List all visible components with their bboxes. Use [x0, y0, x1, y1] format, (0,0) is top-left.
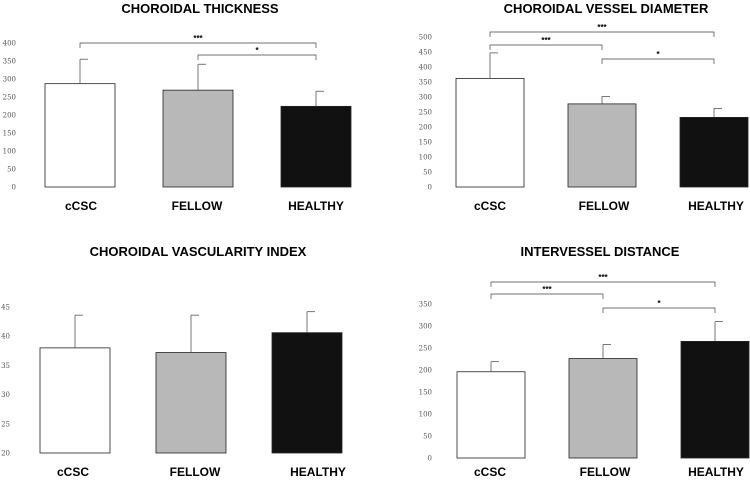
y-tick-label: 450: [419, 49, 432, 57]
significance-bracket: [489, 44, 603, 50]
y-tick-label: 200: [419, 367, 432, 375]
significance-label: ***: [598, 273, 608, 282]
y-tick-label: 50: [423, 433, 432, 441]
chart-title: CHOROIDAL THICKNESS: [121, 1, 279, 16]
panel-intervessel-distance: INTERVESSEL DISTANCE 0 50 100 150 200 250 300 3…: [419, 244, 750, 479]
significance-label: *: [656, 50, 660, 59]
y-tick-label: 300: [419, 323, 432, 331]
bar: [679, 117, 749, 188]
significance-bracket: [197, 54, 317, 60]
y-tick-label: 400: [419, 64, 432, 72]
y-tick-label: 40: [1, 333, 10, 341]
bar: [456, 371, 526, 459]
y-tick-label: 45: [1, 304, 10, 312]
y-tick-label: 300: [419, 94, 432, 102]
significance-label: ***: [541, 36, 551, 45]
bar: [155, 352, 227, 454]
significance-label: ***: [542, 285, 552, 294]
y-tick-label: 350: [3, 58, 16, 66]
significance-bracket: [602, 307, 716, 313]
panel-choroidal-thickness: CHOROIDAL THICKNESS 0 50 100 150 200 250 300 35…: [3, 1, 352, 213]
category-label: FELLOW: [172, 199, 223, 213]
category-label: FELLOW: [170, 465, 221, 479]
panel-choroidal-vascularity-index: CHOROIDAL VASCULARITY INDEX 20 25 30 35 40 45…: [1, 244, 346, 479]
category-label: HEALTHY: [288, 199, 344, 213]
bar: [568, 358, 638, 459]
chart-title: CHOROIDAL VESSEL DIAMETER: [504, 1, 709, 16]
bar: [567, 103, 637, 188]
bar: [271, 332, 343, 454]
y-tick-label: 150: [419, 139, 432, 147]
y-tick-label: 0: [428, 184, 432, 192]
chart-title: CHOROIDAL VASCULARITY INDEX: [90, 244, 307, 259]
y-tick-label: 350: [419, 301, 432, 309]
y-tick-label: 300: [3, 76, 16, 84]
category-label: FELLOW: [580, 465, 631, 479]
significance-bracket: [490, 293, 604, 299]
category-label: HEALTHY: [290, 465, 346, 479]
y-tick-label: 30: [1, 391, 10, 399]
y-tick-label: 350: [419, 79, 432, 87]
y-tick-label: 35: [1, 362, 10, 370]
y-tick-label: 200: [419, 124, 432, 132]
category-label: cCSC: [474, 465, 506, 479]
y-tick-label: 0: [12, 184, 16, 192]
y-tick-label: 100: [419, 154, 432, 162]
category-label: cCSC: [57, 465, 89, 479]
y-tick-label: 50: [423, 169, 432, 177]
category-label: HEALTHY: [688, 465, 744, 479]
bar: [39, 347, 111, 454]
panel-choroidal-vessel-diameter: CHOROIDAL VESSEL DIAMETER 0 50 100 150 200 25…: [419, 1, 749, 213]
chart-title: INTERVESSEL DISTANCE: [521, 244, 680, 259]
significance-bracket: [601, 58, 715, 64]
category-label: cCSC: [65, 199, 97, 213]
bar: [280, 105, 352, 188]
y-tick-label: 50: [7, 166, 16, 174]
bar: [162, 89, 234, 188]
y-tick-label: 250: [419, 109, 432, 117]
significance-label: *: [255, 46, 259, 55]
y-tick-label: 400: [3, 40, 16, 48]
y-tick-label: 250: [3, 94, 16, 102]
y-tick-label: 0: [428, 455, 432, 463]
y-tick-label: 150: [3, 130, 16, 138]
y-tick-label: 25: [1, 420, 10, 428]
category-label: FELLOW: [579, 199, 630, 213]
y-tick-label: 150: [419, 389, 432, 397]
significance-bracket: [490, 281, 716, 287]
bar: [455, 78, 525, 188]
y-tick-label: 100: [3, 148, 16, 156]
y-tick-label: 100: [419, 411, 432, 419]
significance-bracket: [79, 42, 317, 48]
bar: [44, 83, 116, 188]
y-tick-label: 250: [419, 345, 432, 353]
significance-bracket: [489, 31, 715, 37]
significance-label: ***: [193, 34, 203, 43]
category-label: cCSC: [474, 199, 506, 213]
y-tick-label: 500: [419, 34, 432, 42]
category-label: HEALTHY: [688, 199, 744, 213]
y-tick-label: 200: [3, 112, 16, 120]
significance-label: ***: [597, 23, 607, 32]
bar: [680, 340, 750, 459]
y-tick-label: 20: [1, 450, 10, 458]
significance-label: *: [657, 299, 661, 308]
